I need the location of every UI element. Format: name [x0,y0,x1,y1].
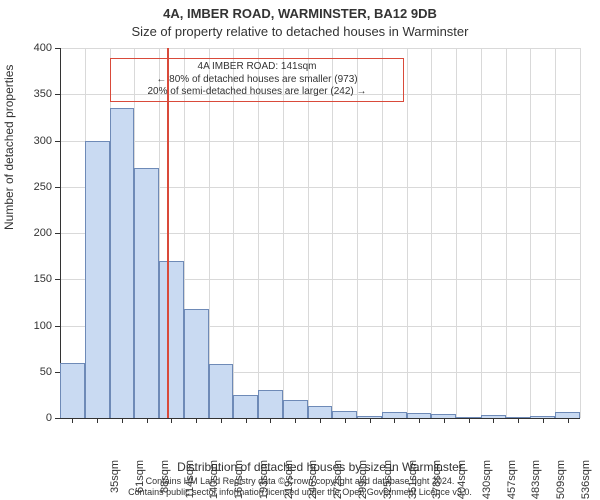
y-tick-label: 100 [12,320,52,332]
histogram-bar [308,406,333,418]
footer-line-1: Contains HM Land Registry data © Crown c… [146,476,455,486]
histogram-bar [233,395,258,418]
gridline-vertical [407,48,408,418]
chart-container: 4A, IMBER ROAD, WARMINSTER, BA12 9DB Siz… [0,0,600,500]
x-tick-mark [493,418,494,423]
x-tick-mark [518,418,519,423]
x-tick-mark [221,418,222,423]
x-tick-mark [270,418,271,423]
x-axis-title: Distribution of detached houses by size … [60,460,580,474]
gridline-vertical [431,48,432,418]
y-tick-label: 150 [12,273,52,285]
x-tick-mark [295,418,296,423]
x-tick-mark [320,418,321,423]
x-tick-mark [147,418,148,423]
y-tick-label: 400 [12,42,52,54]
x-tick-mark [122,418,123,423]
x-tick-mark [469,418,470,423]
footer-attribution: Contains HM Land Registry data © Crown c… [0,476,600,498]
y-tick-label: 200 [12,227,52,239]
x-tick-mark [568,418,569,423]
histogram-bar [60,363,85,419]
gridline-vertical [233,48,234,418]
histogram-bar [332,411,357,418]
gridline-vertical [456,48,457,418]
footer-line-2: Contains public sector information licen… [128,487,472,497]
x-tick-mark [419,418,420,423]
y-tick-label: 300 [12,135,52,147]
x-tick-mark [97,418,98,423]
histogram-bar [184,309,209,418]
x-tick-mark [370,418,371,423]
annotation-line: ← 80% of detached houses are smaller (97… [117,74,397,87]
histogram-bar [159,261,184,418]
gridline-vertical [258,48,259,418]
plot-area: 05010015020025030035040035sqm61sqm88sqm1… [60,48,580,418]
gridline-vertical [530,48,531,418]
histogram-bar [283,400,308,419]
main-title: 4A, IMBER ROAD, WARMINSTER, BA12 9DB [0,6,600,21]
gridline-vertical [555,48,556,418]
gridline-vertical [332,48,333,418]
y-tick-label: 0 [12,412,52,424]
gridline-vertical [357,48,358,418]
gridline-vertical [308,48,309,418]
y-tick-label: 50 [12,366,52,378]
annotation-box: 4A IMBER ROAD: 141sqm← 80% of detached h… [110,58,404,102]
x-tick-mark [444,418,445,423]
gridline-horizontal [60,48,580,49]
x-tick-mark [72,418,73,423]
histogram-bar [85,141,110,419]
y-tick-label: 250 [12,181,52,193]
y-tick-label: 350 [12,88,52,100]
gridline-horizontal [60,141,580,142]
gridline-vertical [481,48,482,418]
x-tick-mark [171,418,172,423]
histogram-bar [134,168,159,418]
x-tick-mark [196,418,197,423]
histogram-bar [258,390,283,418]
sub-title: Size of property relative to detached ho… [0,24,600,39]
x-tick-mark [345,418,346,423]
gridline-vertical [283,48,284,418]
histogram-bar [209,364,234,418]
annotation-line: 4A IMBER ROAD: 141sqm [117,61,397,74]
gridline-vertical [506,48,507,418]
x-tick-mark [543,418,544,423]
x-tick-mark [246,418,247,423]
gridline-vertical [382,48,383,418]
annotation-line: 20% of semi-detached houses are larger (… [117,86,397,99]
gridline-vertical [580,48,581,418]
property-marker-line [167,48,169,418]
x-tick-mark [394,418,395,423]
gridline-vertical [209,48,210,418]
histogram-bar [110,108,135,418]
